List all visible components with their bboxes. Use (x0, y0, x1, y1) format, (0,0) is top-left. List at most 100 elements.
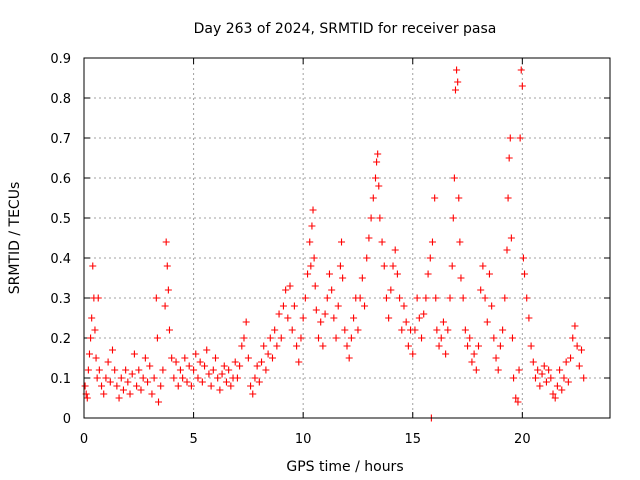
data-point (409, 350, 417, 358)
data-point (538, 370, 546, 378)
y-tick-label: 0.3 (50, 292, 71, 307)
data-point (393, 270, 401, 278)
data-point (504, 194, 512, 202)
data-point (297, 334, 305, 342)
data-point (485, 270, 493, 278)
x-tick-label: 20 (514, 432, 531, 447)
data-point (152, 294, 160, 302)
data-point (165, 326, 173, 334)
y-tick-label: 0.9 (50, 52, 71, 67)
data-point (503, 246, 511, 254)
data-point (220, 362, 228, 370)
data-point (106, 378, 114, 386)
data-point (295, 358, 303, 366)
data-point (159, 366, 167, 374)
data-point (398, 326, 406, 334)
data-point (212, 354, 219, 362)
data-point (137, 386, 145, 394)
x-axis-label: GPS time / hours (286, 459, 403, 475)
data-point (573, 342, 581, 350)
data-point (575, 362, 583, 370)
data-point (517, 66, 525, 74)
data-point (174, 382, 182, 390)
data-point (404, 342, 412, 350)
data-point (253, 362, 261, 370)
data-point (389, 262, 397, 270)
data-point (432, 294, 440, 302)
data-point (411, 326, 419, 334)
data-point (415, 314, 423, 322)
data-point (133, 382, 141, 390)
data-point (268, 354, 276, 362)
data-point (141, 354, 149, 362)
data-point (244, 354, 252, 362)
data-point (164, 286, 172, 294)
data-point (569, 334, 577, 342)
data-point (466, 334, 474, 342)
data-point (350, 314, 358, 322)
data-points (81, 66, 588, 422)
data-point (420, 310, 428, 318)
data-point (580, 374, 588, 382)
data-point (481, 294, 489, 302)
data-point (336, 262, 344, 270)
data-point (545, 366, 553, 374)
data-point (122, 366, 130, 374)
data-point (501, 294, 509, 302)
data-point (100, 390, 108, 398)
data-point (508, 334, 516, 342)
data-point (551, 394, 559, 402)
y-tick-label: 0.7 (50, 132, 71, 147)
axis-ticks: 0 0.1 0.2 0.3 0.4 0.5 0.6 0.7 0.8 0.9 0 5 10 15 20 (50, 52, 610, 447)
data-point (317, 318, 325, 326)
data-point (488, 302, 496, 310)
data-point (312, 306, 320, 314)
data-point (251, 374, 259, 382)
data-point (341, 326, 349, 334)
data-point (549, 390, 557, 398)
data-point (262, 366, 270, 374)
data-point (422, 294, 430, 302)
data-point (233, 374, 241, 382)
data-point (87, 334, 95, 342)
data-point (146, 362, 154, 370)
data-point (240, 334, 248, 342)
data-point (155, 398, 163, 406)
data-point (286, 282, 294, 290)
data-point (567, 354, 575, 362)
data-point (450, 174, 458, 182)
data-point (402, 318, 410, 326)
data-point (255, 378, 263, 386)
data-point (338, 238, 346, 246)
data-point (242, 318, 250, 326)
data-point (310, 254, 318, 262)
y-tick-label: 0.2 (50, 332, 71, 347)
data-point (81, 382, 89, 390)
data-point (231, 358, 239, 366)
data-point (288, 326, 296, 334)
y-tick-label: 0.5 (50, 212, 71, 227)
data-point (367, 214, 375, 222)
data-point (490, 334, 498, 342)
data-point (380, 262, 388, 270)
data-point (525, 314, 533, 322)
data-point (315, 334, 323, 342)
data-point (468, 358, 476, 366)
data-point (205, 370, 213, 378)
data-point (203, 346, 211, 354)
data-point (365, 234, 373, 242)
data-point (185, 362, 193, 370)
data-point (431, 194, 439, 202)
data-point (321, 310, 329, 318)
data-point (472, 366, 480, 374)
data-point (238, 342, 246, 350)
data-point (560, 374, 568, 382)
data-point (284, 314, 292, 322)
data-point (456, 238, 464, 246)
data-point (519, 254, 527, 262)
data-point (428, 238, 436, 246)
data-point (356, 294, 364, 302)
data-point (424, 270, 432, 278)
data-point (494, 366, 502, 374)
plot-frame (83, 57, 611, 419)
